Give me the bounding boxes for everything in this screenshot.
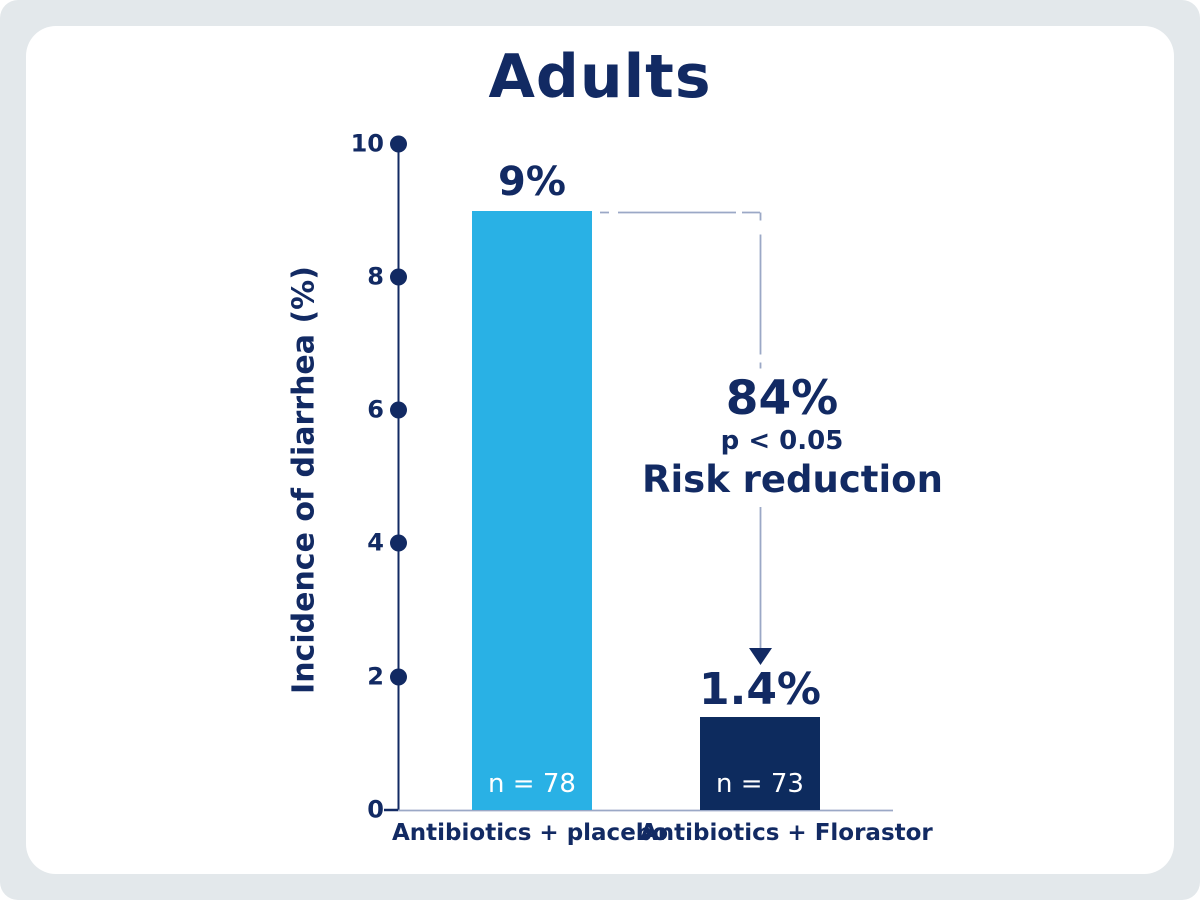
- x-axis-label-florastor: Antibiotics + Florastor: [640, 820, 933, 846]
- y-tick-label-6: 6: [367, 395, 384, 424]
- bar-value-label-florastor: 1.4%: [698, 664, 822, 715]
- x-axis-label-placebo: Antibiotics + placebo: [392, 820, 669, 846]
- y-tick-dot: [390, 135, 407, 153]
- sample-size-label-placebo: n = 78: [488, 769, 576, 799]
- risk-reduction-annotation: 84% p < 0.05 Risk reduction: [642, 371, 943, 507]
- p-value: p < 0.05: [720, 425, 844, 456]
- chart-card: [26, 26, 1174, 874]
- y-tick-label-4: 4: [367, 528, 384, 557]
- risk-reduction-percent: 84%: [725, 371, 839, 426]
- y-tick-label-10: 10: [350, 129, 384, 158]
- y-tick-label-8: 8: [367, 262, 384, 291]
- y-tick-dot: [390, 534, 407, 552]
- bar-antibiotics-placebo: n = 78: [472, 211, 592, 810]
- bar-value-label-placebo: 9%: [498, 159, 566, 205]
- y-tick-label-2: 2: [367, 662, 384, 691]
- sample-size-label-florastor: n = 73: [716, 769, 804, 799]
- risk-reduction-caption: Risk reduction: [642, 457, 943, 501]
- y-tick-dot: [390, 268, 407, 286]
- y-tick-dot: [390, 401, 407, 419]
- chart-title: Adults: [488, 42, 712, 112]
- y-tick-dot: [390, 668, 407, 686]
- y-tick-label-0: 0: [367, 795, 384, 824]
- y-axis-title: Incidence of diarrhea (%): [286, 266, 322, 694]
- bar-antibiotics-florastor: n = 73: [700, 717, 820, 810]
- arrow-down-icon: [749, 648, 772, 665]
